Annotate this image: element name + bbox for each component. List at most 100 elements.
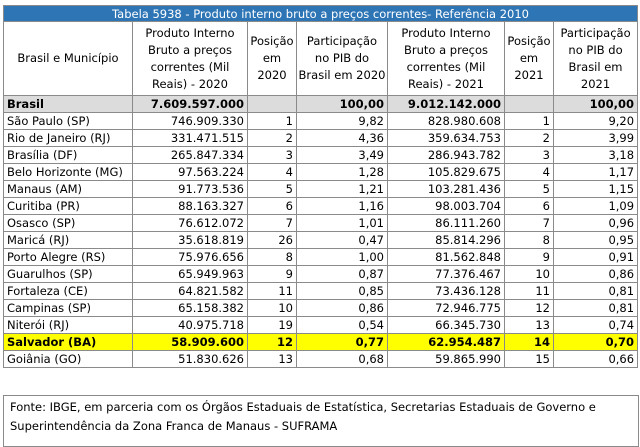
- row-participacao-2020-cell: 9,82: [296, 112, 388, 130]
- pib-table: Tabela 5938 - Produto interno bruto a pr…: [2, 5, 639, 368]
- row-posicao-2021-cell: 2: [504, 129, 554, 147]
- table-row: Campinas (SP) 65.158.382 10 0,86 72.946.775 1…: [3, 299, 639, 317]
- row-posicao-2021-cell: 15: [504, 350, 554, 368]
- row-posicao-2020-cell: 13: [247, 350, 297, 368]
- row-pib-2021-cell: 81.562.848: [387, 248, 505, 266]
- row-posicao-2020-cell: 26: [247, 231, 297, 249]
- row-posicao-2021-cell: 3: [504, 146, 554, 164]
- row-posicao-2021-cell: 5: [504, 180, 554, 198]
- row-participacao-2021-cell: 0,70: [552, 333, 639, 351]
- row-participacao-2021-cell: 1,15: [552, 180, 639, 198]
- row-participacao-2020-cell: 4,36: [296, 129, 388, 147]
- row-participacao-2021-cell: 0,81: [552, 282, 639, 300]
- row-pib-2021-cell: 828.980.608: [387, 112, 505, 130]
- table-body: Brasil 7.609.597.000 100,00 9.012.142.000 10…: [3, 95, 639, 368]
- row-name-cell: Brasil: [3, 95, 133, 113]
- row-pib-2020-cell: 35.618.819: [132, 231, 248, 249]
- row-posicao-2020-cell: 6: [247, 197, 297, 215]
- row-posicao-2021-cell: 9: [504, 248, 554, 266]
- row-pib-2020-cell: 97.563.224: [132, 163, 248, 181]
- row-participacao-2020-cell: 1,21: [296, 180, 388, 198]
- row-pib-2020-cell: 51.830.626: [132, 350, 248, 368]
- row-name-cell: Goiânia (GO): [3, 350, 133, 368]
- table-title: Tabela 5938 - Produto interno bruto a pr…: [2, 5, 639, 22]
- row-name-cell: Belo Horizonte (MG): [3, 163, 133, 181]
- row-posicao-2021-cell: 13: [504, 316, 554, 334]
- row-participacao-2020-cell: 1,00: [296, 248, 388, 266]
- table-row: Niterói (RJ) 40.975.718 19 0,54 66.345.730 13…: [3, 316, 639, 334]
- row-participacao-2020-cell: 0,85: [296, 282, 388, 300]
- row-posicao-2020-cell: 2: [247, 129, 297, 147]
- row-name-cell: Rio de Janeiro (RJ): [3, 129, 133, 147]
- row-pib-2021-cell: 105.829.675: [387, 163, 505, 181]
- row-name-cell: Campinas (SP): [3, 299, 133, 317]
- row-participacao-2021-cell: 0,95: [552, 231, 639, 249]
- row-participacao-2021-cell: 0,86: [552, 265, 639, 283]
- row-posicao-2020-cell: [247, 95, 297, 113]
- row-posicao-2020-cell: 19: [247, 316, 297, 334]
- header-pib-2020: Produto Interno Bruto a preços correntes…: [132, 21, 248, 96]
- row-participacao-2021-cell: 9,20: [552, 112, 639, 130]
- row-pib-2021-cell: 66.345.730: [387, 316, 505, 334]
- row-pib-2020-cell: 331.471.515: [132, 129, 248, 147]
- row-pib-2021-cell: 9.012.142.000: [387, 95, 505, 113]
- row-participacao-2021-cell: 100,00: [552, 95, 639, 113]
- row-pib-2020-cell: 76.612.072: [132, 214, 248, 232]
- header-pib-2021: Produto Interno Bruto a preços correntes…: [387, 21, 505, 96]
- source-note: Fonte: IBGE, em parceria com os Órgãos E…: [3, 395, 639, 447]
- row-pib-2021-cell: 98.003.704: [387, 197, 505, 215]
- row-pib-2021-cell: 72.946.775: [387, 299, 505, 317]
- row-pib-2020-cell: 40.975.718: [132, 316, 248, 334]
- row-posicao-2021-cell: 14: [504, 333, 554, 351]
- row-name-cell: São Paulo (SP): [3, 112, 133, 130]
- table-row: Curitiba (PR) 88.163.327 6 1,16 98.003.704 6 1…: [3, 197, 639, 215]
- row-pib-2021-cell: 62.954.487: [387, 333, 505, 351]
- header-participacao-2021: Participação no PIB do Brasil em 2021: [552, 21, 639, 96]
- table-row: Brasil 7.609.597.000 100,00 9.012.142.000 10…: [3, 95, 639, 113]
- row-pib-2020-cell: 746.909.330: [132, 112, 248, 130]
- row-participacao-2020-cell: 0,47: [296, 231, 388, 249]
- row-participacao-2020-cell: 3,49: [296, 146, 388, 164]
- row-pib-2020-cell: 65.158.382: [132, 299, 248, 317]
- row-pib-2020-cell: 64.821.582: [132, 282, 248, 300]
- row-name-cell: Osasco (SP): [3, 214, 133, 232]
- table-row: Guarulhos (SP) 65.949.963 9 0,87 77.376.467 1…: [3, 265, 639, 283]
- header-brasil-municipio: Brasil e Município: [3, 21, 133, 96]
- row-pib-2021-cell: 77.376.467: [387, 265, 505, 283]
- row-posicao-2021-cell: 7: [504, 214, 554, 232]
- row-name-cell: Manaus (AM): [3, 180, 133, 198]
- row-posicao-2020-cell: 9: [247, 265, 297, 283]
- table-row: Salvador (BA) 58.909.600 12 0,77 62.954.487 1…: [3, 333, 639, 351]
- row-participacao-2020-cell: 0,68: [296, 350, 388, 368]
- row-name-cell: Brasília (DF): [3, 146, 133, 164]
- row-pib-2020-cell: 7.609.597.000: [132, 95, 248, 113]
- row-posicao-2020-cell: 1: [247, 112, 297, 130]
- row-posicao-2020-cell: 7: [247, 214, 297, 232]
- row-participacao-2021-cell: 0,66: [552, 350, 639, 368]
- row-participacao-2020-cell: 0,86: [296, 299, 388, 317]
- row-participacao-2021-cell: 0,81: [552, 299, 639, 317]
- row-pib-2021-cell: 73.436.128: [387, 282, 505, 300]
- row-pib-2020-cell: 91.773.536: [132, 180, 248, 198]
- row-posicao-2021-cell: 8: [504, 231, 554, 249]
- header-participacao-2020: Participação no PIB do Brasil em 2020: [296, 21, 388, 96]
- row-pib-2021-cell: 103.281.436: [387, 180, 505, 198]
- row-pib-2020-cell: 58.909.600: [132, 333, 248, 351]
- row-pib-2021-cell: 86.111.260: [387, 214, 505, 232]
- row-name-cell: Salvador (BA): [3, 333, 133, 351]
- table-row: Manaus (AM) 91.773.536 5 1,21 103.281.436 5 1,…: [3, 180, 639, 198]
- table-row: Belo Horizonte (MG) 97.563.224 4 1,28 105.82…: [3, 163, 639, 181]
- row-posicao-2020-cell: 11: [247, 282, 297, 300]
- row-posicao-2021-cell: 6: [504, 197, 554, 215]
- table-row: Porto Alegre (RS) 75.976.656 8 1,00 81.562.8…: [3, 248, 639, 266]
- row-name-cell: Maricá (RJ): [3, 231, 133, 249]
- row-posicao-2021-cell: 12: [504, 299, 554, 317]
- row-participacao-2021-cell: 1,17: [552, 163, 639, 181]
- row-pib-2020-cell: 65.949.963: [132, 265, 248, 283]
- row-posicao-2020-cell: 8: [247, 248, 297, 266]
- row-participacao-2021-cell: 0,91: [552, 248, 639, 266]
- table-row: Brasília (DF) 265.847.334 3 3,49 286.943.782…: [3, 146, 639, 164]
- row-posicao-2020-cell: 10: [247, 299, 297, 317]
- row-name-cell: Fortaleza (CE): [3, 282, 133, 300]
